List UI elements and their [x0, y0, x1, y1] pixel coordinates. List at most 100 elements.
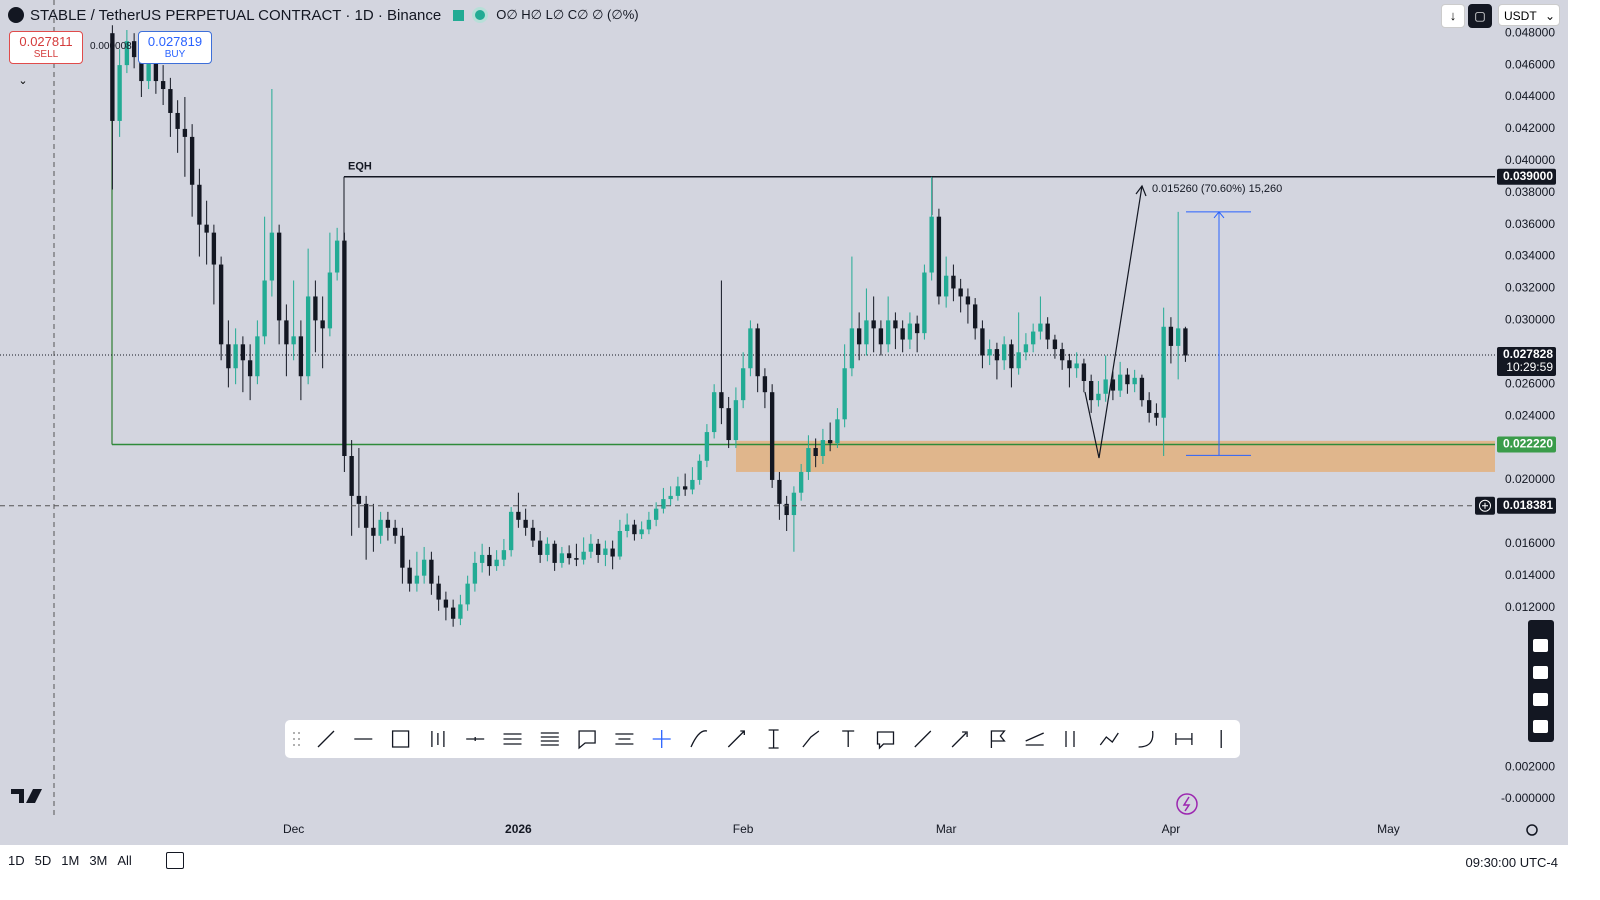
candle-body	[581, 551, 586, 560]
y-tick-label: 0.048000	[1505, 25, 1555, 39]
toolbar-icon	[990, 730, 1006, 748]
candle-body	[247, 360, 253, 377]
candle-body	[791, 492, 797, 516]
range-button[interactable]: All	[117, 853, 132, 868]
candle-body	[516, 511, 521, 520]
candle-body	[1110, 379, 1116, 391]
toolbar-icon	[503, 733, 522, 745]
plot: EQH 0.015260 (70.60%) 15,260	[0, 25, 1495, 627]
range-button[interactable]: 5D	[34, 853, 52, 868]
candle-body	[1009, 344, 1014, 369]
candle-body	[479, 554, 485, 563]
side-tools	[1528, 620, 1554, 742]
settings-icon	[1526, 824, 1538, 836]
candle-body	[269, 232, 275, 281]
candle-body	[363, 503, 369, 528]
measure-arrow	[1213, 211, 1225, 219]
symbol-logo	[8, 7, 24, 23]
x-tick-label: 2026	[505, 822, 532, 836]
candle-body	[972, 304, 978, 329]
candle-body	[936, 216, 942, 297]
candle-body	[871, 320, 876, 329]
toolbar-icon	[690, 730, 708, 748]
candle-body	[856, 328, 862, 345]
candle-body	[530, 527, 536, 541]
buy-price: 0.027819	[147, 34, 203, 49]
candle-body	[784, 503, 789, 516]
drag-handle	[293, 732, 295, 734]
candle-body	[233, 344, 238, 369]
candle-body	[610, 548, 615, 557]
candle-body	[450, 607, 456, 619]
candle-body	[806, 448, 811, 472]
download-button[interactable]: ↓	[1441, 4, 1465, 28]
candle-body	[189, 136, 195, 185]
status-flag	[453, 9, 465, 21]
candle-body	[849, 328, 855, 369]
drag-handle	[298, 732, 300, 734]
projection-arrow	[1135, 184, 1147, 197]
countdown: 10:29:59	[1506, 360, 1553, 374]
fullscreen-button[interactable]: ▢	[1468, 4, 1492, 28]
candle-body	[414, 575, 420, 584]
candle-body	[929, 216, 934, 273]
x-tick-label: Mar	[936, 822, 957, 836]
candle-body	[835, 419, 840, 444]
sell-button[interactable]: 0.027811 SELL	[9, 31, 83, 64]
candle-body	[943, 275, 949, 297]
collapse-button[interactable]: ⌄	[10, 70, 36, 92]
side-tool-icon	[1533, 639, 1548, 652]
candle-body	[885, 320, 891, 345]
eqh-label: EQH	[348, 161, 372, 173]
candle-body	[632, 524, 637, 535]
side-tool-icon	[1533, 720, 1548, 733]
toolbar-icon	[727, 730, 745, 748]
candle-body	[595, 543, 601, 555]
drag-handle	[298, 744, 300, 746]
candle-body	[864, 320, 869, 345]
range-button[interactable]: 1M	[61, 853, 80, 868]
candle-body	[1059, 349, 1065, 361]
candle-body	[907, 323, 913, 340]
currency-select[interactable]: USDT ⌄	[1498, 4, 1560, 26]
y-tick-label: 0.016000	[1505, 536, 1555, 550]
candle-body	[653, 508, 659, 520]
candle-body	[965, 296, 971, 305]
buy-button[interactable]: 0.027819 BUY	[138, 31, 212, 64]
date-range-button[interactable]	[166, 852, 184, 869]
candle-body	[1052, 339, 1058, 350]
symbol-title[interactable]: STABLE / TetherUS PERPETUAL CONTRACT · 1…	[30, 6, 442, 24]
candle-body	[1096, 393, 1101, 401]
candle-body	[305, 296, 311, 377]
y-tick-label: 0.012000	[1505, 600, 1555, 614]
candle-body	[124, 41, 130, 66]
candle-body	[117, 65, 122, 121]
candle-body	[400, 535, 405, 568]
candle-body	[624, 524, 630, 531]
demand-zone	[736, 440, 1495, 472]
candle-body	[682, 486, 688, 490]
candle-body	[719, 392, 724, 409]
candle-body	[218, 264, 224, 345]
candle-body	[537, 540, 543, 555]
toolbar-icon	[540, 732, 559, 746]
candle-body	[385, 519, 391, 528]
candle-body	[740, 368, 746, 401]
candle-body	[552, 543, 557, 563]
range-button[interactable]: 3M	[89, 853, 108, 868]
range-button[interactable]: 1D	[8, 853, 25, 868]
candle-body	[878, 328, 884, 345]
toolbar-icon	[1138, 730, 1154, 748]
candle-body	[1045, 323, 1050, 340]
candle-body	[146, 57, 151, 82]
currency: USDT	[1504, 9, 1537, 23]
candle-body	[755, 328, 760, 377]
y-tick-label: 0.038000	[1505, 185, 1555, 199]
candle-body	[1023, 344, 1029, 353]
toolbar-icon	[914, 730, 932, 748]
candle-body	[501, 550, 507, 560]
candle-body	[820, 440, 826, 457]
y-tick-label: 0.020000	[1505, 472, 1555, 486]
toolbar-icon	[652, 730, 671, 748]
